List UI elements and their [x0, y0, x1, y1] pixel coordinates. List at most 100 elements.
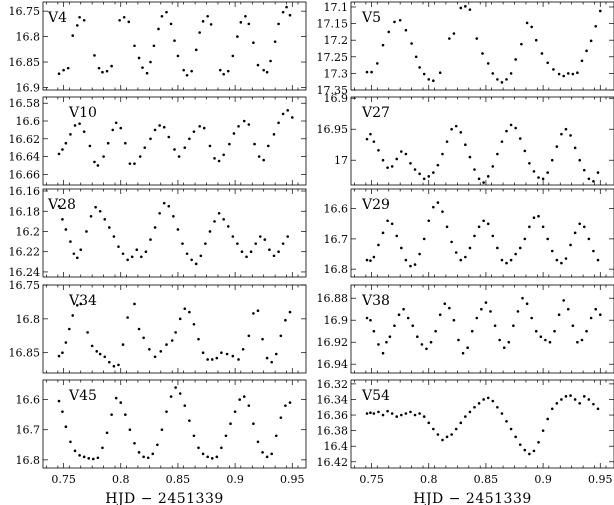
data-point: [512, 324, 515, 328]
data-point: [560, 132, 563, 136]
data-point: [365, 412, 369, 415]
data-point: [254, 242, 257, 245]
data-point: [432, 171, 435, 174]
data-point: [505, 261, 508, 265]
data-point: [213, 157, 216, 160]
data-point: [576, 340, 579, 344]
x-tick-label: 0.95: [280, 473, 305, 486]
data-point: [422, 72, 426, 76]
data-point: [143, 146, 147, 149]
data-point: [236, 35, 239, 38]
data-point: [505, 129, 508, 133]
data-point: [256, 440, 260, 444]
data-point: [544, 338, 547, 342]
data-point: [370, 70, 373, 74]
data-point: [482, 398, 485, 401]
data-point: [97, 66, 101, 70]
data-point: [369, 318, 372, 322]
data-point: [598, 313, 602, 317]
data-point: [112, 364, 116, 368]
data-point: [592, 179, 595, 183]
data-point: [464, 255, 467, 259]
data-point: [174, 386, 177, 389]
data-point: [477, 177, 481, 181]
data-point: [190, 258, 193, 262]
y-tick-label: 16.16: [9, 185, 41, 198]
data-point: [390, 222, 394, 226]
data-point: [284, 404, 287, 407]
data-point: [165, 343, 168, 346]
data-point: [188, 137, 191, 141]
data-point: [261, 451, 264, 454]
data-point: [185, 73, 189, 77]
data-point: [468, 410, 472, 414]
data-point: [226, 225, 230, 228]
data-point: [372, 412, 376, 415]
data-point: [272, 254, 276, 258]
data-point: [192, 434, 196, 438]
data-point: [470, 329, 474, 333]
data-point: [133, 302, 136, 306]
data-point: [521, 296, 524, 300]
data-point: [404, 258, 408, 262]
data-point: [140, 255, 143, 259]
data-point: [569, 134, 572, 137]
data-point: [188, 310, 191, 314]
panel-label: V10: [68, 105, 97, 121]
data-point: [427, 78, 431, 81]
data-point: [90, 344, 94, 348]
data-point: [149, 137, 152, 141]
data-point: [409, 264, 412, 268]
data-point: [218, 68, 222, 72]
data-point: [555, 145, 559, 148]
data-point: [124, 141, 127, 145]
data-point: [425, 347, 428, 351]
data-point: [78, 122, 81, 125]
data-point: [126, 258, 129, 262]
data-point: [432, 205, 435, 209]
data-point: [518, 137, 522, 140]
data-point: [402, 307, 405, 311]
data-point: [539, 335, 543, 339]
data-point: [245, 255, 248, 259]
data-point: [393, 324, 396, 328]
data-point: [385, 340, 388, 344]
data-point: [498, 338, 501, 342]
data-point: [553, 329, 556, 333]
data-point: [387, 30, 391, 34]
data-point: [443, 302, 447, 306]
data-point: [381, 413, 385, 417]
data-point: [277, 250, 280, 254]
data-point: [110, 64, 113, 68]
data-point: [468, 246, 472, 250]
data-point: [177, 155, 181, 158]
data-point: [89, 215, 93, 218]
data-point: [208, 230, 212, 233]
data-point: [242, 119, 246, 123]
data-point: [213, 220, 216, 223]
data-point: [589, 316, 593, 320]
data-point: [57, 399, 61, 403]
data-point: [266, 144, 270, 148]
data-point: [550, 407, 554, 411]
y-tick-label: 16.85: [9, 56, 41, 69]
data-point: [158, 211, 161, 215]
data-point: [541, 225, 545, 229]
data-point: [505, 78, 508, 81]
data-point: [210, 358, 214, 361]
data-point: [450, 240, 453, 244]
data-point: [514, 435, 517, 439]
data-point: [112, 235, 116, 238]
panel-frame: [42, 96, 307, 186]
data-point: [509, 72, 513, 75]
data-point: [263, 238, 267, 241]
data-point: [381, 231, 385, 235]
data-point: [194, 48, 198, 52]
y-tick-label: 16.32: [317, 378, 349, 391]
panel-v10: 16.58 16.6 16.62 16.64 16.66 V10: [9, 96, 307, 186]
data-point: [400, 413, 403, 417]
data-point: [68, 327, 71, 331]
data-point: [103, 218, 107, 221]
data-point: [204, 242, 207, 245]
